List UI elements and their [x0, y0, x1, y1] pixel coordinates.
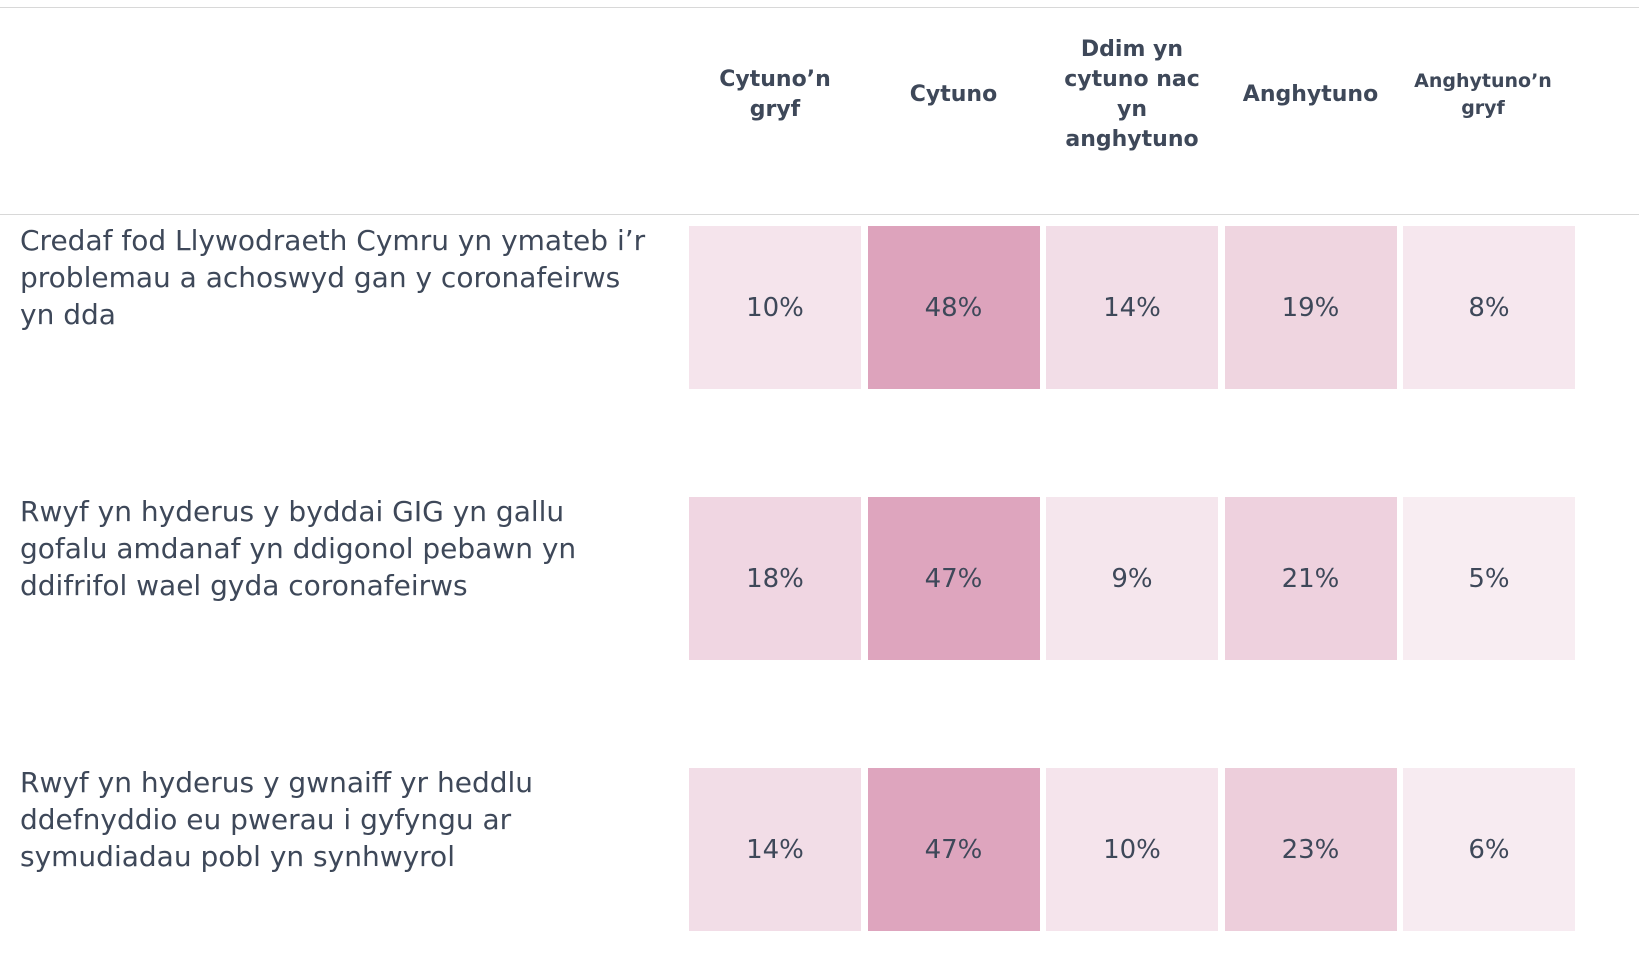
- column-header: Anghytuno’n gryf: [1414, 70, 1552, 119]
- heat-cell: 47%: [867, 497, 1040, 660]
- heat-cell: 47%: [867, 768, 1040, 931]
- cell-label: 18%: [746, 563, 804, 594]
- cell-label: 21%: [1281, 563, 1340, 594]
- row-label: Credaf fod Llywodraeth Cymru yn ymateb i…: [20, 224, 646, 331]
- cell-label: 23%: [1281, 834, 1340, 865]
- cell-label: 48%: [924, 292, 983, 323]
- cell-label: 47%: [924, 834, 983, 865]
- column-header: Anghytuno: [1242, 82, 1379, 107]
- heat-cell: 23%: [1224, 768, 1397, 931]
- heat-cell: 14%: [1046, 226, 1218, 389]
- heat-cell: 6%: [1403, 768, 1575, 931]
- cell-label: 10%: [1103, 834, 1161, 865]
- top-rule: [0, 7, 1639, 8]
- heat-cell: 5%: [1403, 497, 1575, 660]
- heat-cell: 8%: [1403, 226, 1575, 389]
- heat-cell: 10%: [689, 226, 861, 389]
- header-rule: [0, 214, 1639, 215]
- column-header: Cytuno’n gryf: [719, 67, 831, 122]
- heat-cell: 10%: [1046, 768, 1218, 931]
- heat-cell: 48%: [867, 226, 1040, 389]
- column-header: Ddim yn cytuno nac yn anghytuno: [1064, 37, 1200, 152]
- heat-cell: 18%: [689, 497, 861, 660]
- heat-cell: 14%: [689, 768, 861, 931]
- cell-label: 5%: [1468, 563, 1510, 594]
- cell-label: 8%: [1468, 292, 1510, 323]
- heat-cell: 9%: [1046, 497, 1218, 660]
- heat-cell: 19%: [1224, 226, 1397, 389]
- cell-label: 14%: [1103, 292, 1161, 323]
- cell-label: 19%: [1281, 292, 1340, 323]
- cell-label: 6%: [1468, 834, 1510, 865]
- cell-label: 9%: [1111, 563, 1153, 594]
- column-header: Cytuno: [909, 82, 998, 107]
- row-label: Rwyf yn hyderus y byddai GIG yn gallu go…: [20, 495, 577, 602]
- heat-cell: 21%: [1224, 497, 1397, 660]
- cell-label: 47%: [924, 563, 983, 594]
- row-label: Rwyf yn hyderus y gwnaiff yr heddlu ddef…: [20, 766, 534, 873]
- cell-label: 14%: [746, 834, 804, 865]
- cell-label: 10%: [746, 292, 804, 323]
